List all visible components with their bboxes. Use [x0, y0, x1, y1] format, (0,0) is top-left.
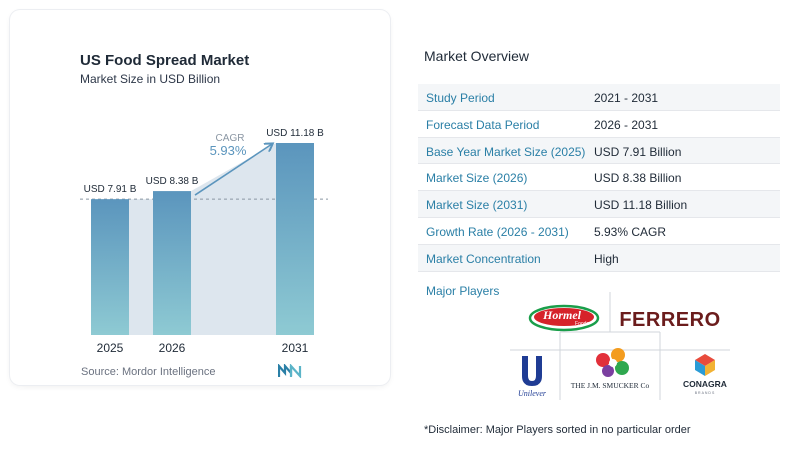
overview-label: Base Year Market Size (2025) [426, 144, 586, 159]
hormel-text: Hormel [542, 308, 582, 322]
cagr-arrow [194, 144, 272, 196]
overview-value: USD 8.38 Billion [594, 171, 682, 186]
overview-value: 2021 - 2031 [594, 91, 659, 105]
overview-label: Market Size (2031) [426, 198, 528, 213]
base-band [129, 199, 153, 335]
overview-value: 2026 - 2031 [594, 117, 659, 132]
conagra-text: CONAGRA [683, 379, 727, 389]
cagr-value: 5.93% [210, 143, 247, 158]
overview-row: Market Concentration High [418, 244, 780, 272]
data-label-2025: USD 7.91 B [84, 184, 137, 195]
major-players-logos: Hormel Foods FERRERO Unilever THE J.M. S… [510, 292, 730, 400]
overview-row: Base Year Market Size (2025) USD 7.91 Bi… [418, 137, 780, 165]
overview-value: High [594, 251, 619, 266]
overview-row: Study Period 2021 - 2031 [418, 84, 780, 111]
overview-row: Market Size (2031) USD 11.18 Billion [418, 191, 780, 218]
source-text: Source: Mordor Intelligence [81, 366, 216, 378]
bar-2025 [91, 199, 129, 335]
chart-subtitle: Market Size in USD Billion [80, 72, 221, 86]
overview-label: Market Size (2026) [426, 171, 528, 186]
overview-value: USD 11.18 Billion [594, 198, 688, 213]
overview-label: Forecast Data Period [426, 117, 540, 132]
overview-value: USD 7.91 Billion [594, 144, 682, 159]
overview-label: Growth Rate (2026 - 2031) [426, 224, 569, 239]
ferrero-logo: FERRERO [619, 309, 720, 331]
bar-2026 [153, 191, 191, 335]
data-label-2026: USD 8.38 B [146, 176, 199, 187]
overview-value: 5.93% CAGR [594, 224, 667, 239]
overview-row: Market Size (2026) USD 8.38 Billion [418, 164, 780, 192]
hormel-foods-logo: Hormel Foods [528, 304, 600, 332]
x-tick-2026: 2026 [159, 341, 186, 355]
smucker-text: THE J.M. SMUCKER Co [571, 381, 650, 390]
disclaimer-text: *Disclaimer: Major Players sorted in no … [424, 424, 691, 436]
growth-band [191, 143, 276, 335]
mordor-logo-icon [278, 364, 302, 378]
overview-label: Study Period [426, 91, 495, 105]
overview-row: Forecast Data Period 2026 - 2031 [418, 111, 780, 138]
major-players-title: Major Players [426, 284, 500, 298]
overview-row: Growth Rate (2026 - 2031) 5.93% CAGR [418, 218, 780, 245]
hormel-foods-text: Foods [575, 321, 589, 327]
jm-smucker-logo: THE J.M. SMUCKER Co [571, 348, 650, 390]
unilever-logo: Unilever [518, 356, 547, 398]
overview-table: Study Period 2021 - 2031 Forecast Data P… [418, 84, 780, 272]
conagra-brands-logo: CONAGRA BRANDS [683, 354, 727, 395]
conagra-brands-text: BRANDS [695, 391, 716, 395]
overview-title: Market Overview [424, 48, 530, 64]
cagr-label: CAGR [216, 133, 245, 144]
x-tick-2025: 2025 [97, 341, 124, 355]
bar-chart: USD 7.91 B USD 8.38 B USD 11.18 B 2025 2026… [80, 128, 328, 355]
data-label-2031: USD 11.18 B [266, 128, 324, 139]
bar-2031 [276, 143, 314, 335]
overview-label: Market Concentration [426, 251, 541, 266]
chart-title: US Food Spread Market [80, 52, 250, 69]
x-tick-2031: 2031 [282, 341, 309, 355]
unilever-text: Unilever [518, 389, 547, 398]
